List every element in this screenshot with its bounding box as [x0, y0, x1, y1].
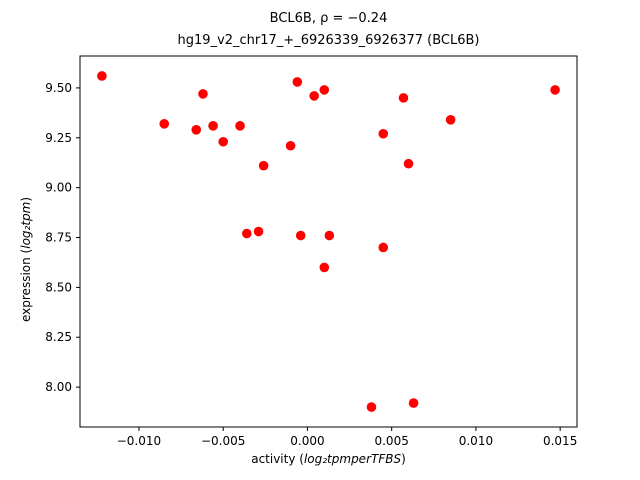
data-point: [445, 115, 456, 125]
x-tick-label: 0.015: [543, 434, 577, 448]
chart-title: BCL6B, ρ = −0.24: [269, 11, 388, 26]
x-tick-label: −0.010: [117, 434, 161, 448]
data-point: [258, 160, 269, 171]
y-axis-label-prefix: expression (: [19, 248, 33, 322]
y-tick-label: 8.50: [45, 280, 72, 294]
chart-subtitle: hg19_v2_chr17_+_6926339_6926377 (BCL6B): [177, 33, 480, 48]
data-point: [403, 158, 414, 169]
data-point: [408, 398, 419, 408]
data-point: [253, 226, 264, 237]
axes-frame: [79, 55, 578, 428]
y-tick-label: 9.00: [45, 181, 72, 195]
data-point: [198, 89, 208, 99]
data-point: [378, 242, 389, 253]
y-axis-label: expression (log₂tpm): [19, 197, 33, 322]
data-point: [319, 262, 330, 273]
data-point: [218, 136, 229, 147]
x-axis-label-prefix: activity (: [251, 452, 304, 466]
y-tick-label: 9.50: [45, 81, 72, 95]
data-point: [378, 128, 389, 139]
data-point: [97, 71, 107, 81]
x-tick-label: 0.000: [290, 434, 324, 448]
x-axis-label: activity (log₂tpmperTFBS): [80, 452, 577, 466]
data-point: [191, 125, 202, 135]
x-tick-label: 0.005: [374, 434, 408, 448]
x-tick-label: 0.010: [459, 434, 493, 448]
x-tick-label: −0.005: [201, 434, 245, 448]
x-axis-label-math: log₂tpmperTFBS: [303, 452, 402, 466]
y-tick-label: 8.25: [45, 330, 72, 344]
y-axis-label-suffix: ): [19, 196, 33, 202]
data-point: [295, 230, 306, 241]
x-axis-label-suffix: ): [401, 452, 406, 466]
data-point: [398, 93, 409, 103]
data-point: [241, 228, 252, 239]
data-point: [319, 85, 330, 95]
data-point: [159, 119, 170, 129]
data-point: [309, 91, 319, 101]
y-tick-label: 9.25: [45, 131, 72, 145]
data-point: [235, 121, 245, 131]
data-point: [292, 77, 303, 87]
data-point: [285, 140, 296, 151]
y-axis-label-math: log₂tpm: [19, 201, 33, 249]
data-point: [550, 85, 560, 95]
data-point: [208, 121, 218, 131]
y-tick-label: 8.00: [45, 380, 72, 394]
data-point: [366, 402, 377, 412]
data-point: [324, 230, 335, 241]
y-tick-label: 8.75: [45, 231, 72, 245]
